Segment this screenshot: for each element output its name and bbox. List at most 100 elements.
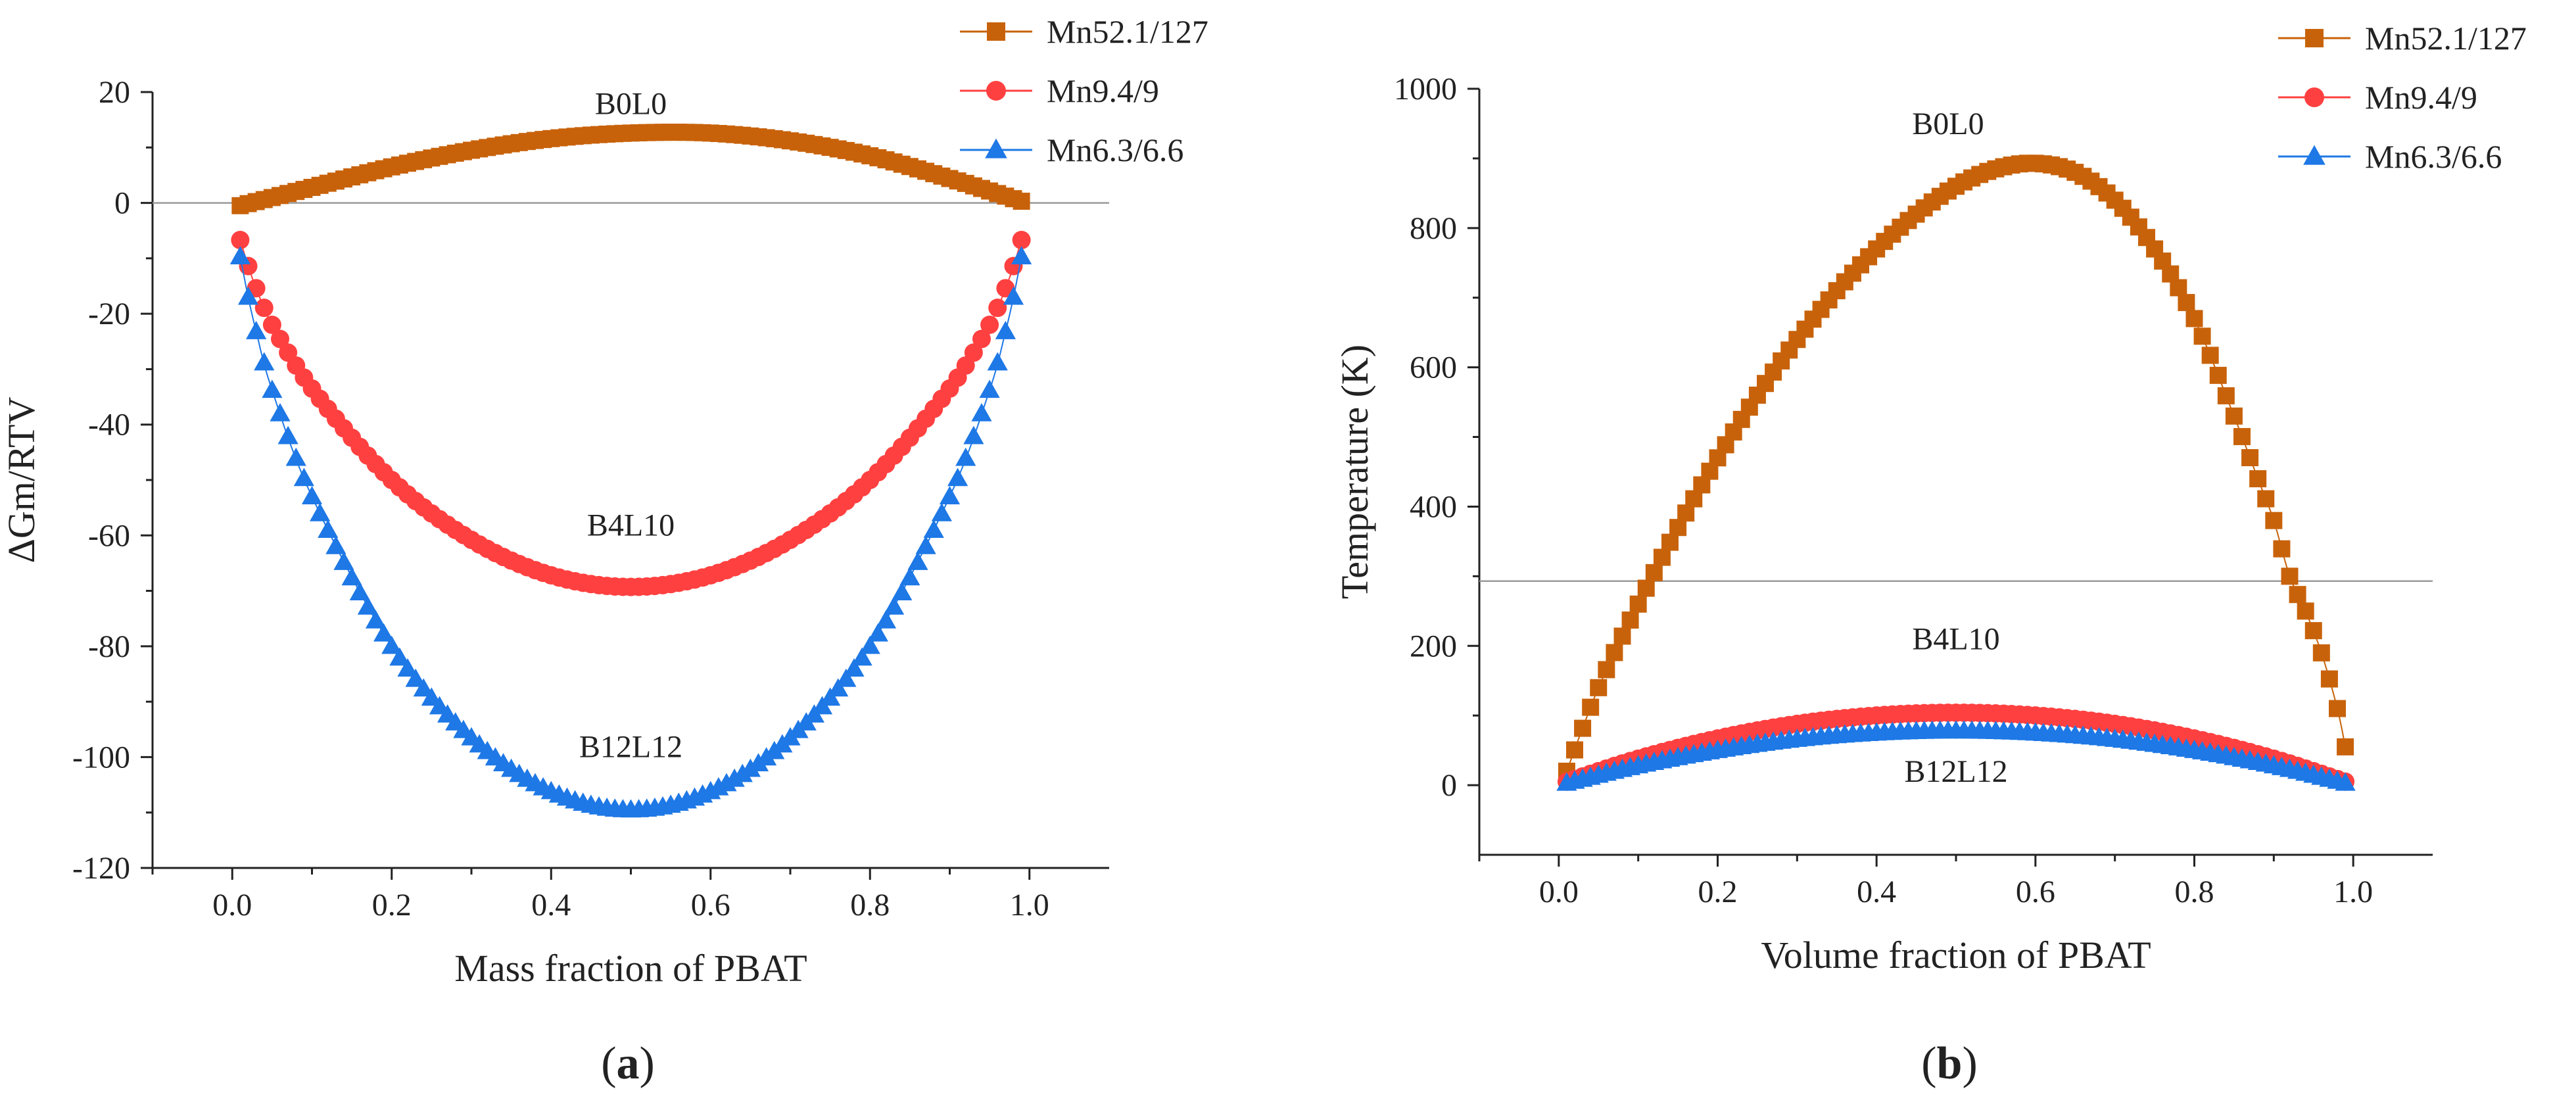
data-point: [884, 596, 905, 615]
data-point: [301, 486, 323, 504]
data-point: [246, 320, 267, 339]
data-point: [1598, 661, 1615, 679]
data-point: [1645, 564, 1663, 581]
series-mn52-1-127: [231, 124, 1030, 214]
x-tick-label: 1.0: [2333, 875, 2373, 909]
data-point: [2312, 644, 2330, 661]
data-point: [1661, 533, 1679, 551]
data-point: [325, 535, 346, 554]
x-tick-label: 0.2: [1698, 875, 1738, 909]
legend-label: Mn9.4/9: [1047, 72, 1159, 109]
series-line: [1565, 162, 2347, 772]
data-point: [2185, 310, 2203, 327]
data-point: [939, 486, 961, 504]
y-tick-label: -40: [88, 408, 130, 443]
x-tick-label: 0.4: [531, 888, 571, 923]
data-point: [2273, 540, 2291, 558]
x-axis-title: Mass fraction of PBAT: [454, 947, 807, 990]
y-tick-label: 0: [114, 186, 130, 221]
data-point: [923, 519, 944, 539]
data-point: [915, 535, 936, 554]
data-point: [2335, 772, 2356, 791]
data-point: [2304, 622, 2322, 640]
data-point: [1606, 644, 1623, 661]
data-point: [349, 582, 370, 600]
data-point: [1566, 741, 1583, 759]
data-point: [262, 316, 281, 334]
data-point: [405, 668, 426, 687]
data-point: [2257, 490, 2275, 508]
data-point: [2320, 670, 2338, 688]
legend-marker: [2303, 145, 2326, 165]
data-point: [899, 567, 920, 586]
data-point: [2193, 327, 2211, 345]
y-tick-label: 600: [1410, 350, 1457, 385]
panel-label-a: (a): [601, 1038, 655, 1089]
legend-marker: [985, 138, 1007, 158]
data-point: [2201, 347, 2219, 364]
data-point: [955, 447, 976, 466]
data-point: [237, 286, 259, 305]
data-point: [254, 352, 275, 371]
data-point: [947, 468, 968, 487]
data-point: [2337, 738, 2354, 756]
x-tick-label: 0.8: [850, 888, 890, 923]
annotation-label: B4L10: [587, 508, 675, 542]
data-point: [724, 768, 745, 787]
x-tick-label: 0.2: [372, 888, 412, 923]
data-point: [971, 402, 992, 421]
data-point: [381, 635, 402, 654]
annotation-label: B0L0: [1912, 107, 1984, 141]
legend-label: Mn9.4/9: [2365, 79, 2477, 116]
legend-marker: [2305, 29, 2324, 47]
data-point: [271, 329, 289, 348]
y-tick-label: 800: [1410, 211, 1457, 246]
data-point: [1653, 548, 1671, 566]
y-tick-label: -100: [72, 740, 130, 775]
data-point: [2297, 602, 2314, 620]
data-point: [333, 552, 354, 570]
data-point: [1621, 612, 1639, 629]
data-point: [285, 447, 306, 466]
data-point: [828, 678, 849, 697]
data-point: [373, 623, 394, 642]
series-mn6-3-6-6: [1556, 720, 2356, 791]
panel-label-b: (b): [1921, 1038, 1978, 1089]
data-point: [365, 610, 387, 629]
legend-label: Mn52.1/127: [1047, 13, 1208, 50]
data-point: [389, 647, 410, 666]
data-point: [987, 352, 1008, 371]
x-tick-label: 0.6: [691, 888, 730, 923]
data-point: [229, 246, 250, 265]
annotation-label: B0L0: [595, 87, 667, 122]
data-point: [397, 658, 418, 677]
data-point: [270, 402, 291, 421]
y-tick-label: 200: [1410, 629, 1457, 663]
data-point: [2233, 427, 2251, 445]
legend-marker: [2304, 87, 2324, 107]
data-point: [1012, 231, 1031, 250]
series-mn6-3-6-6: [229, 246, 1032, 818]
series-mn52-1-127: [1558, 155, 2354, 780]
data-point: [1574, 719, 1592, 737]
data-point: [1669, 519, 1687, 537]
data-point: [1637, 579, 1655, 597]
data-point: [1003, 286, 1024, 305]
x-tick-label: 0.8: [2175, 875, 2214, 909]
data-point: [2265, 512, 2283, 529]
chart-panel-a: 0.0 0.2 0.4 0.6 0.8 1.0 20 0 -20 -40 -60 -80 -100 -12…: [0, 13, 1208, 990]
data-point: [995, 320, 1016, 339]
chart-panel-b: 0.0 0.2 0.4 0.6 0.8 1.0 1000 800 600 400 200 0 Volum…: [1333, 20, 2527, 976]
legend-marker: [987, 22, 1005, 41]
data-point: [1629, 595, 1647, 613]
annotation-label: B12L12: [579, 729, 682, 764]
data-point: [310, 502, 331, 521]
y-tick-label: 1000: [1394, 72, 1457, 107]
data-point: [262, 379, 283, 398]
data-point: [875, 610, 897, 629]
data-point: [907, 552, 928, 570]
data-point: [254, 299, 274, 318]
x-tick-label: 1.0: [1010, 888, 1049, 923]
data-point: [972, 329, 991, 348]
